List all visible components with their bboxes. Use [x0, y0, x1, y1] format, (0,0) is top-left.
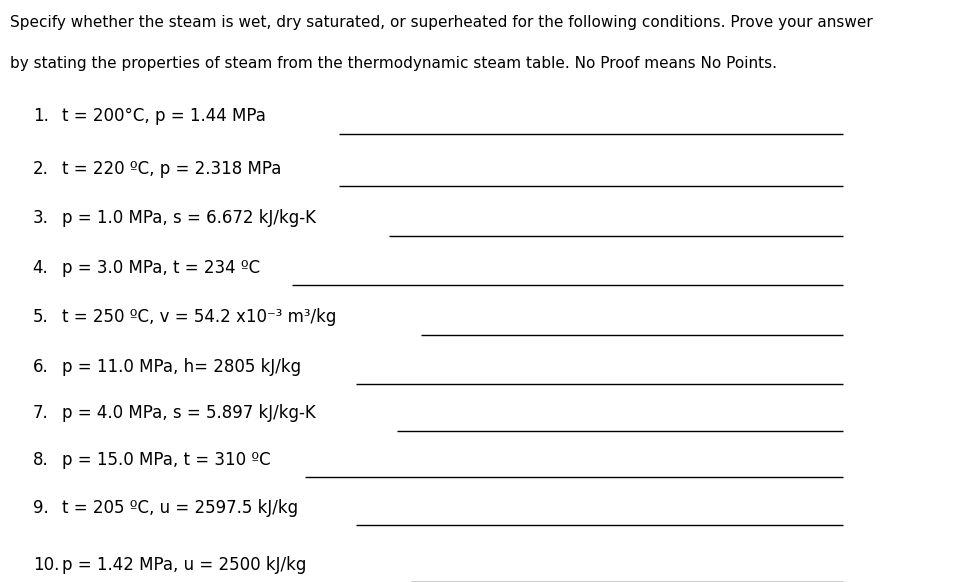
Text: 3.: 3. [32, 210, 49, 227]
Text: p = 1.42 MPa, u = 2500 kJ/kg: p = 1.42 MPa, u = 2500 kJ/kg [61, 556, 306, 573]
Text: 6.: 6. [32, 358, 49, 375]
Text: 4.: 4. [32, 259, 49, 276]
Text: 10.: 10. [32, 556, 59, 573]
Text: 5.: 5. [32, 308, 49, 326]
Text: 9.: 9. [32, 499, 49, 516]
Text: p = 11.0 MPa, h= 2805 kJ/kg: p = 11.0 MPa, h= 2805 kJ/kg [61, 358, 301, 375]
Text: p = 4.0 MPa, s = 5.897 kJ/kg-K: p = 4.0 MPa, s = 5.897 kJ/kg-K [61, 404, 316, 422]
Text: t = 205 ºC, u = 2597.5 kJ/kg: t = 205 ºC, u = 2597.5 kJ/kg [61, 499, 298, 516]
Text: t = 220 ºC, p = 2.318 MPa: t = 220 ºC, p = 2.318 MPa [61, 160, 281, 178]
Text: 7.: 7. [32, 404, 49, 422]
Text: t = 200°C, p = 1.44 MPa: t = 200°C, p = 1.44 MPa [61, 108, 266, 125]
Text: p = 15.0 MPa, t = 310 ºC: p = 15.0 MPa, t = 310 ºC [61, 451, 270, 469]
Text: p = 1.0 MPa, s = 6.672 kJ/kg-K: p = 1.0 MPa, s = 6.672 kJ/kg-K [61, 210, 316, 227]
Text: 8.: 8. [32, 451, 49, 469]
Text: Specify whether the steam is wet, dry saturated, or superheated for the followin: Specify whether the steam is wet, dry sa… [11, 15, 873, 30]
Text: by stating the properties of steam from the thermodynamic steam table. No Proof : by stating the properties of steam from … [11, 56, 777, 72]
Text: 2.: 2. [32, 160, 49, 178]
Text: p = 3.0 MPa, t = 234 ºC: p = 3.0 MPa, t = 234 ºC [61, 259, 260, 276]
Text: t = 250 ºC, v = 54.2 x10⁻³ m³/kg: t = 250 ºC, v = 54.2 x10⁻³ m³/kg [61, 308, 336, 326]
Text: 1.: 1. [32, 108, 49, 125]
